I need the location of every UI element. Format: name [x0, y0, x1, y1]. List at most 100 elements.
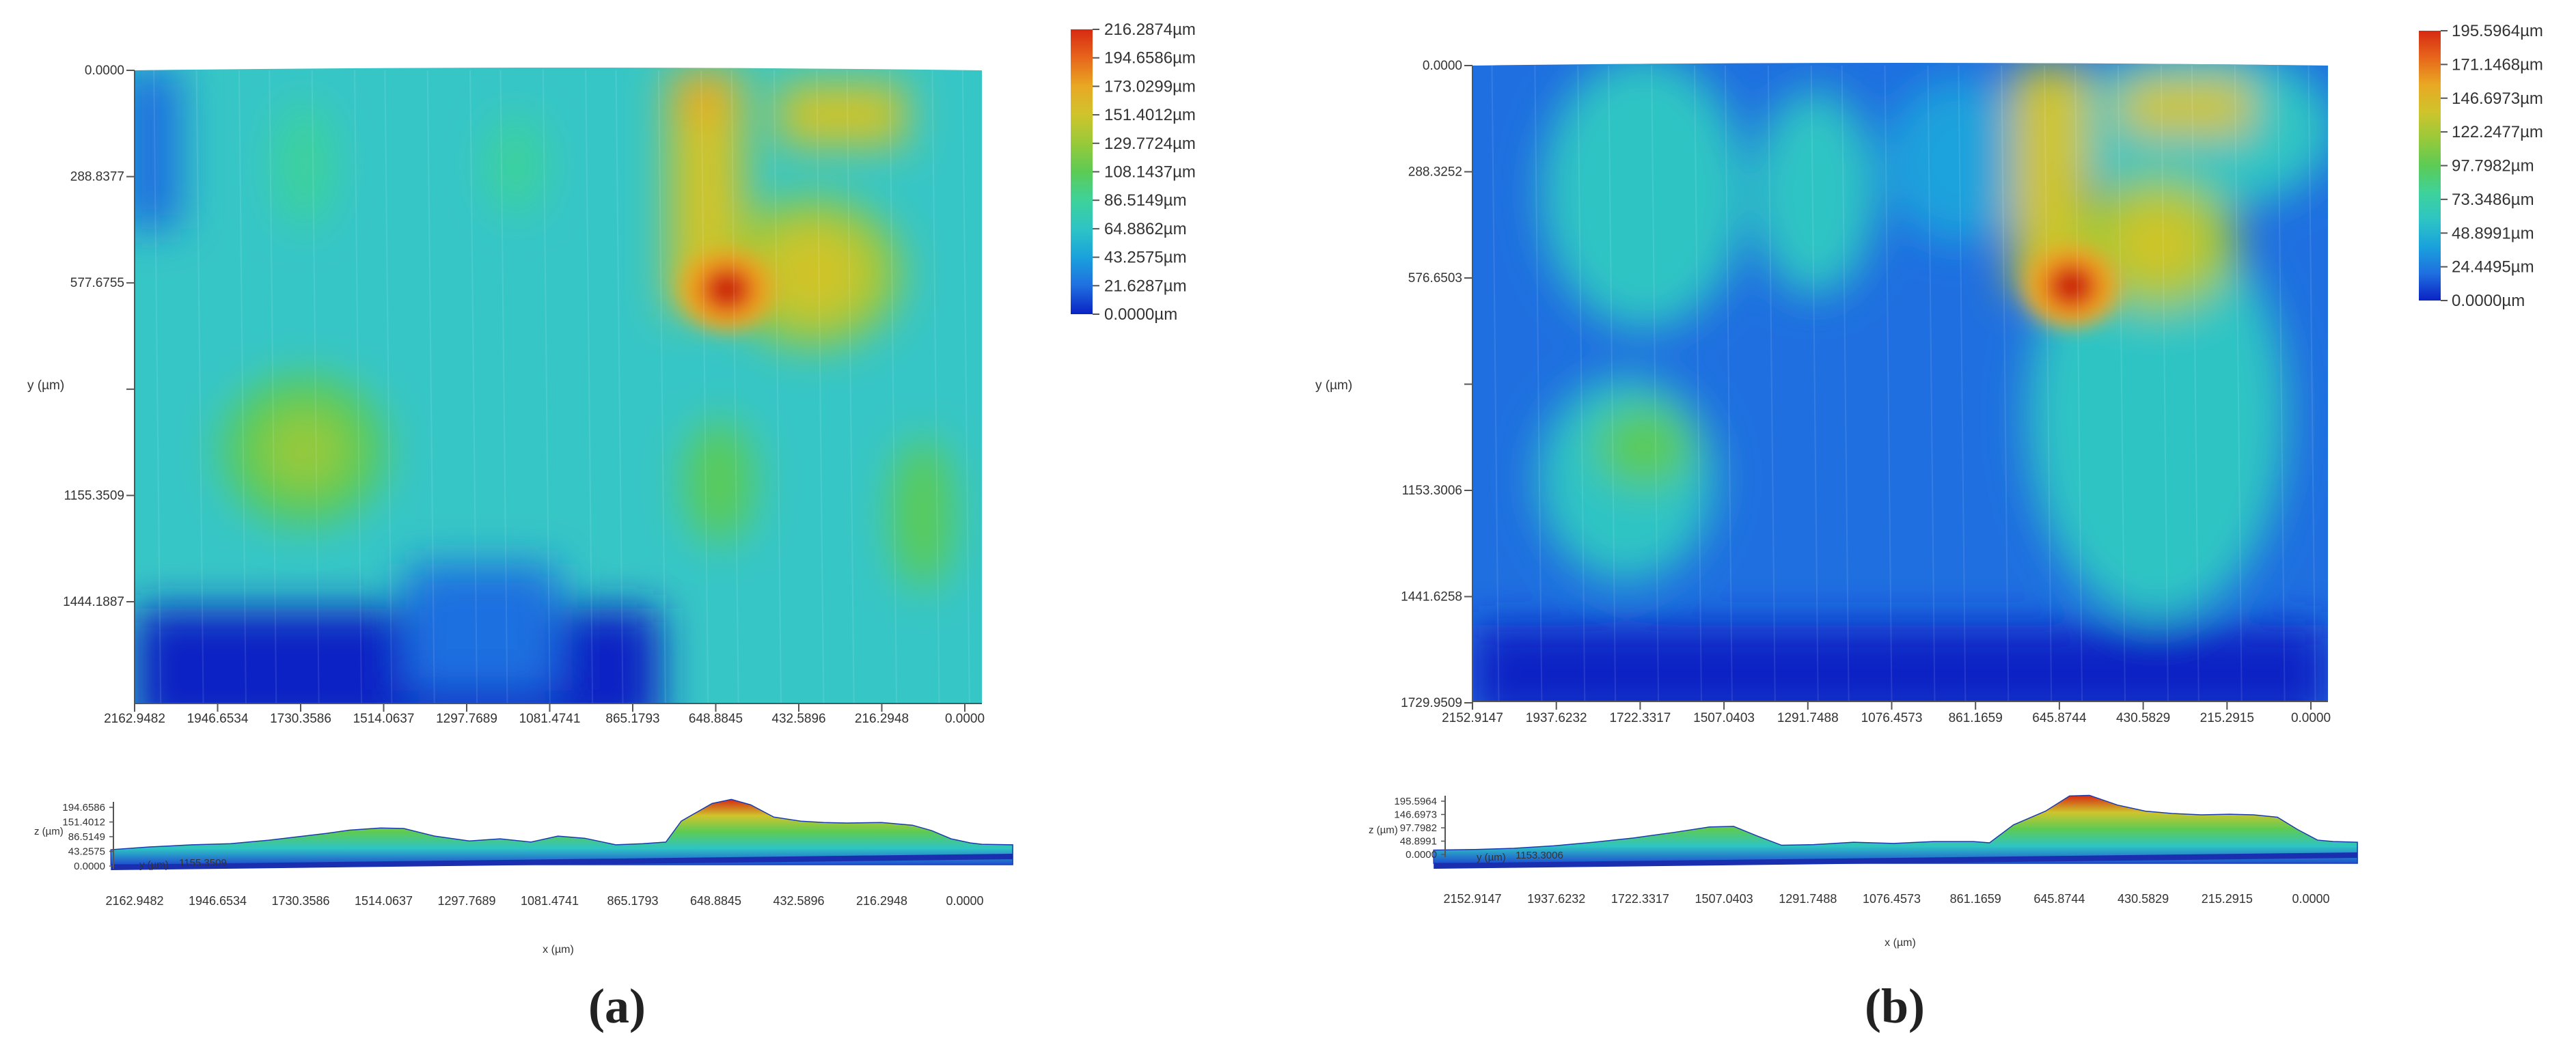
profile-x-tick-label: 430.5829	[2118, 892, 2169, 906]
high-region	[2122, 78, 2251, 136]
x-tick-label: 216.2948	[855, 712, 909, 726]
profile-x-tick-label: 216.2948	[856, 894, 907, 908]
profile-x-axis-label: x (µm)	[1885, 937, 1916, 949]
colorbar-tick-label: 97.7982µm	[2452, 157, 2534, 176]
surface-texture	[2160, 65, 2169, 701]
x-tick-label: 2162.9482	[104, 712, 165, 726]
x-tick-label: 1514.0637	[353, 712, 415, 726]
colorbar-tick-label: 195.5964µm	[2452, 22, 2543, 40]
z-tick-label: 151.4012	[62, 817, 105, 828]
surface-texture	[2191, 65, 2200, 701]
profile-x-tick-label: 432.5896	[773, 894, 824, 908]
z-tick-label: 48.8991	[1400, 836, 1437, 848]
surface-texture	[1958, 65, 1967, 701]
profile-x-tick-label: 1722.3317	[1611, 892, 1669, 906]
surface-texture	[889, 70, 898, 703]
x-tick-label: 865.1793	[605, 712, 659, 726]
surface-texture	[1841, 65, 1850, 701]
x-tick-label: 0.0000	[945, 712, 985, 726]
surface-texture	[2118, 65, 2126, 701]
low-region	[135, 608, 660, 703]
y-tick-label: 1444.1887	[63, 595, 124, 609]
x-tick-label: 432.5896	[771, 712, 825, 726]
profile-surface	[1433, 794, 2358, 864]
x-tick-label: 1297.7689	[436, 712, 497, 726]
profile-surface	[110, 798, 1013, 865]
profile-chart: 194.6586 151.4012 86.5149 43.2575 0.0000 z (µ…	[34, 798, 1013, 956]
y-tick-label: 576.6503	[1408, 271, 1462, 285]
mid-region	[1753, 90, 1876, 296]
y-tick-label: 1153.3006	[1402, 484, 1462, 498]
y-tick-label: 288.8377	[70, 170, 124, 184]
x-tick-label: 215.2915	[2200, 711, 2254, 725]
surface-texture	[195, 70, 204, 703]
axes: 0.0000 288.3252 576.6503 1153.3006 1441.6258…	[1315, 59, 2331, 725]
panel-a: 0.0000 288.8377 577.6755 1155.3509 1444.1887…	[27, 20, 1196, 1033]
high-region	[674, 68, 730, 124]
panel-b: 0.0000 288.3252 576.6503 1153.3006 1441.6258…	[1288, 0, 2576, 1045]
profile-y-label: y (µm)	[1477, 852, 1506, 863]
x-tick-label: 430.5829	[2116, 711, 2170, 725]
low-region	[405, 564, 558, 691]
surface-texture	[1927, 65, 1936, 701]
colorbar-tick-label: 64.8862µm	[1104, 220, 1187, 238]
surface-texture	[469, 70, 478, 703]
colorbar-tick-label: 173.0299µm	[1104, 77, 1196, 96]
y-tick-label: 0.0000	[1423, 59, 1462, 73]
colorbar-tick-label: 21.6287µm	[1104, 277, 1187, 295]
mid-region	[892, 438, 954, 589]
x-tick-label: 2152.9147	[1442, 711, 1503, 725]
surface-texture	[153, 70, 162, 703]
mid-region	[1595, 406, 1692, 488]
colorbar-tick-label: 24.4495µm	[2452, 258, 2534, 277]
profile-x-tick-label: 648.8845	[690, 894, 741, 908]
y-tick-label: 1155.3509	[64, 488, 124, 503]
surface-texture	[585, 70, 594, 703]
colorbar-tick-label: 86.5149µm	[1104, 191, 1187, 210]
surface-texture	[1724, 65, 1733, 701]
mid-region	[277, 104, 331, 227]
profile-x-tick-label: 865.1793	[607, 894, 658, 908]
x-tick-label: 1076.4573	[1861, 711, 1923, 725]
z-tick-label: 0.0000	[74, 861, 105, 872]
surface-chart-b: 0.0000 288.3252 576.6503 1153.3006 1441.6258…	[1315, 22, 2543, 949]
colorbar-tick-label: 122.2477µm	[2452, 123, 2543, 141]
surface-texture	[931, 70, 940, 703]
surface-texture	[311, 70, 320, 703]
low-region	[1472, 625, 2328, 701]
profile-x-tick-label: 1946.6534	[189, 894, 247, 908]
mid-region	[1541, 63, 1746, 330]
surface-texture	[1651, 65, 1660, 701]
low-region	[135, 70, 180, 229]
z-tick-label: 146.6973	[1394, 809, 1437, 821]
colorbar-tick-label: 129.7724µm	[1104, 135, 1196, 153]
surface-texture	[846, 70, 855, 703]
mid-region	[1885, 79, 2036, 243]
surface-texture	[384, 70, 393, 703]
colorbar-tick-label: 194.6586µm	[1104, 49, 1196, 68]
surface-texture	[2277, 65, 2286, 701]
profile-x-tick-label: 1076.4573	[1863, 892, 1921, 906]
surface-texture	[1577, 65, 1586, 701]
profile-x-tick-label: 1297.7689	[437, 894, 495, 908]
profile-x-tick-label: 1507.0403	[1695, 892, 1753, 906]
surface-texture	[2307, 65, 2316, 701]
panel-label-a: (a)	[588, 979, 646, 1033]
mid-region	[263, 413, 345, 488]
x-tick-label: 1946.6534	[187, 712, 249, 726]
profile-y-value: 1153.3006	[1516, 850, 1563, 861]
z-tick-label: 97.7982	[1400, 822, 1437, 834]
x-tick-label: 1722.3317	[1609, 711, 1671, 725]
x-tick-label: 1937.6232	[1526, 711, 1587, 725]
surface-texture	[2044, 65, 2053, 701]
x-tick-label: 861.1659	[1949, 711, 2003, 725]
x-tick-label: 1291.7488	[1777, 711, 1839, 725]
colorbar-gradient	[2419, 31, 2441, 301]
colorbar-tick-label: 43.2575µm	[1104, 249, 1187, 267]
surface-chart-a: 0.0000 288.8377 577.6755 1155.3509 1444.1887…	[27, 20, 1196, 956]
heatmap-surface	[135, 68, 982, 703]
surface-texture	[700, 70, 709, 703]
z-tick-label: 195.5964	[1394, 796, 1437, 807]
profile-x-tick-label: 1937.6232	[1527, 892, 1585, 906]
surface-texture	[773, 70, 782, 703]
